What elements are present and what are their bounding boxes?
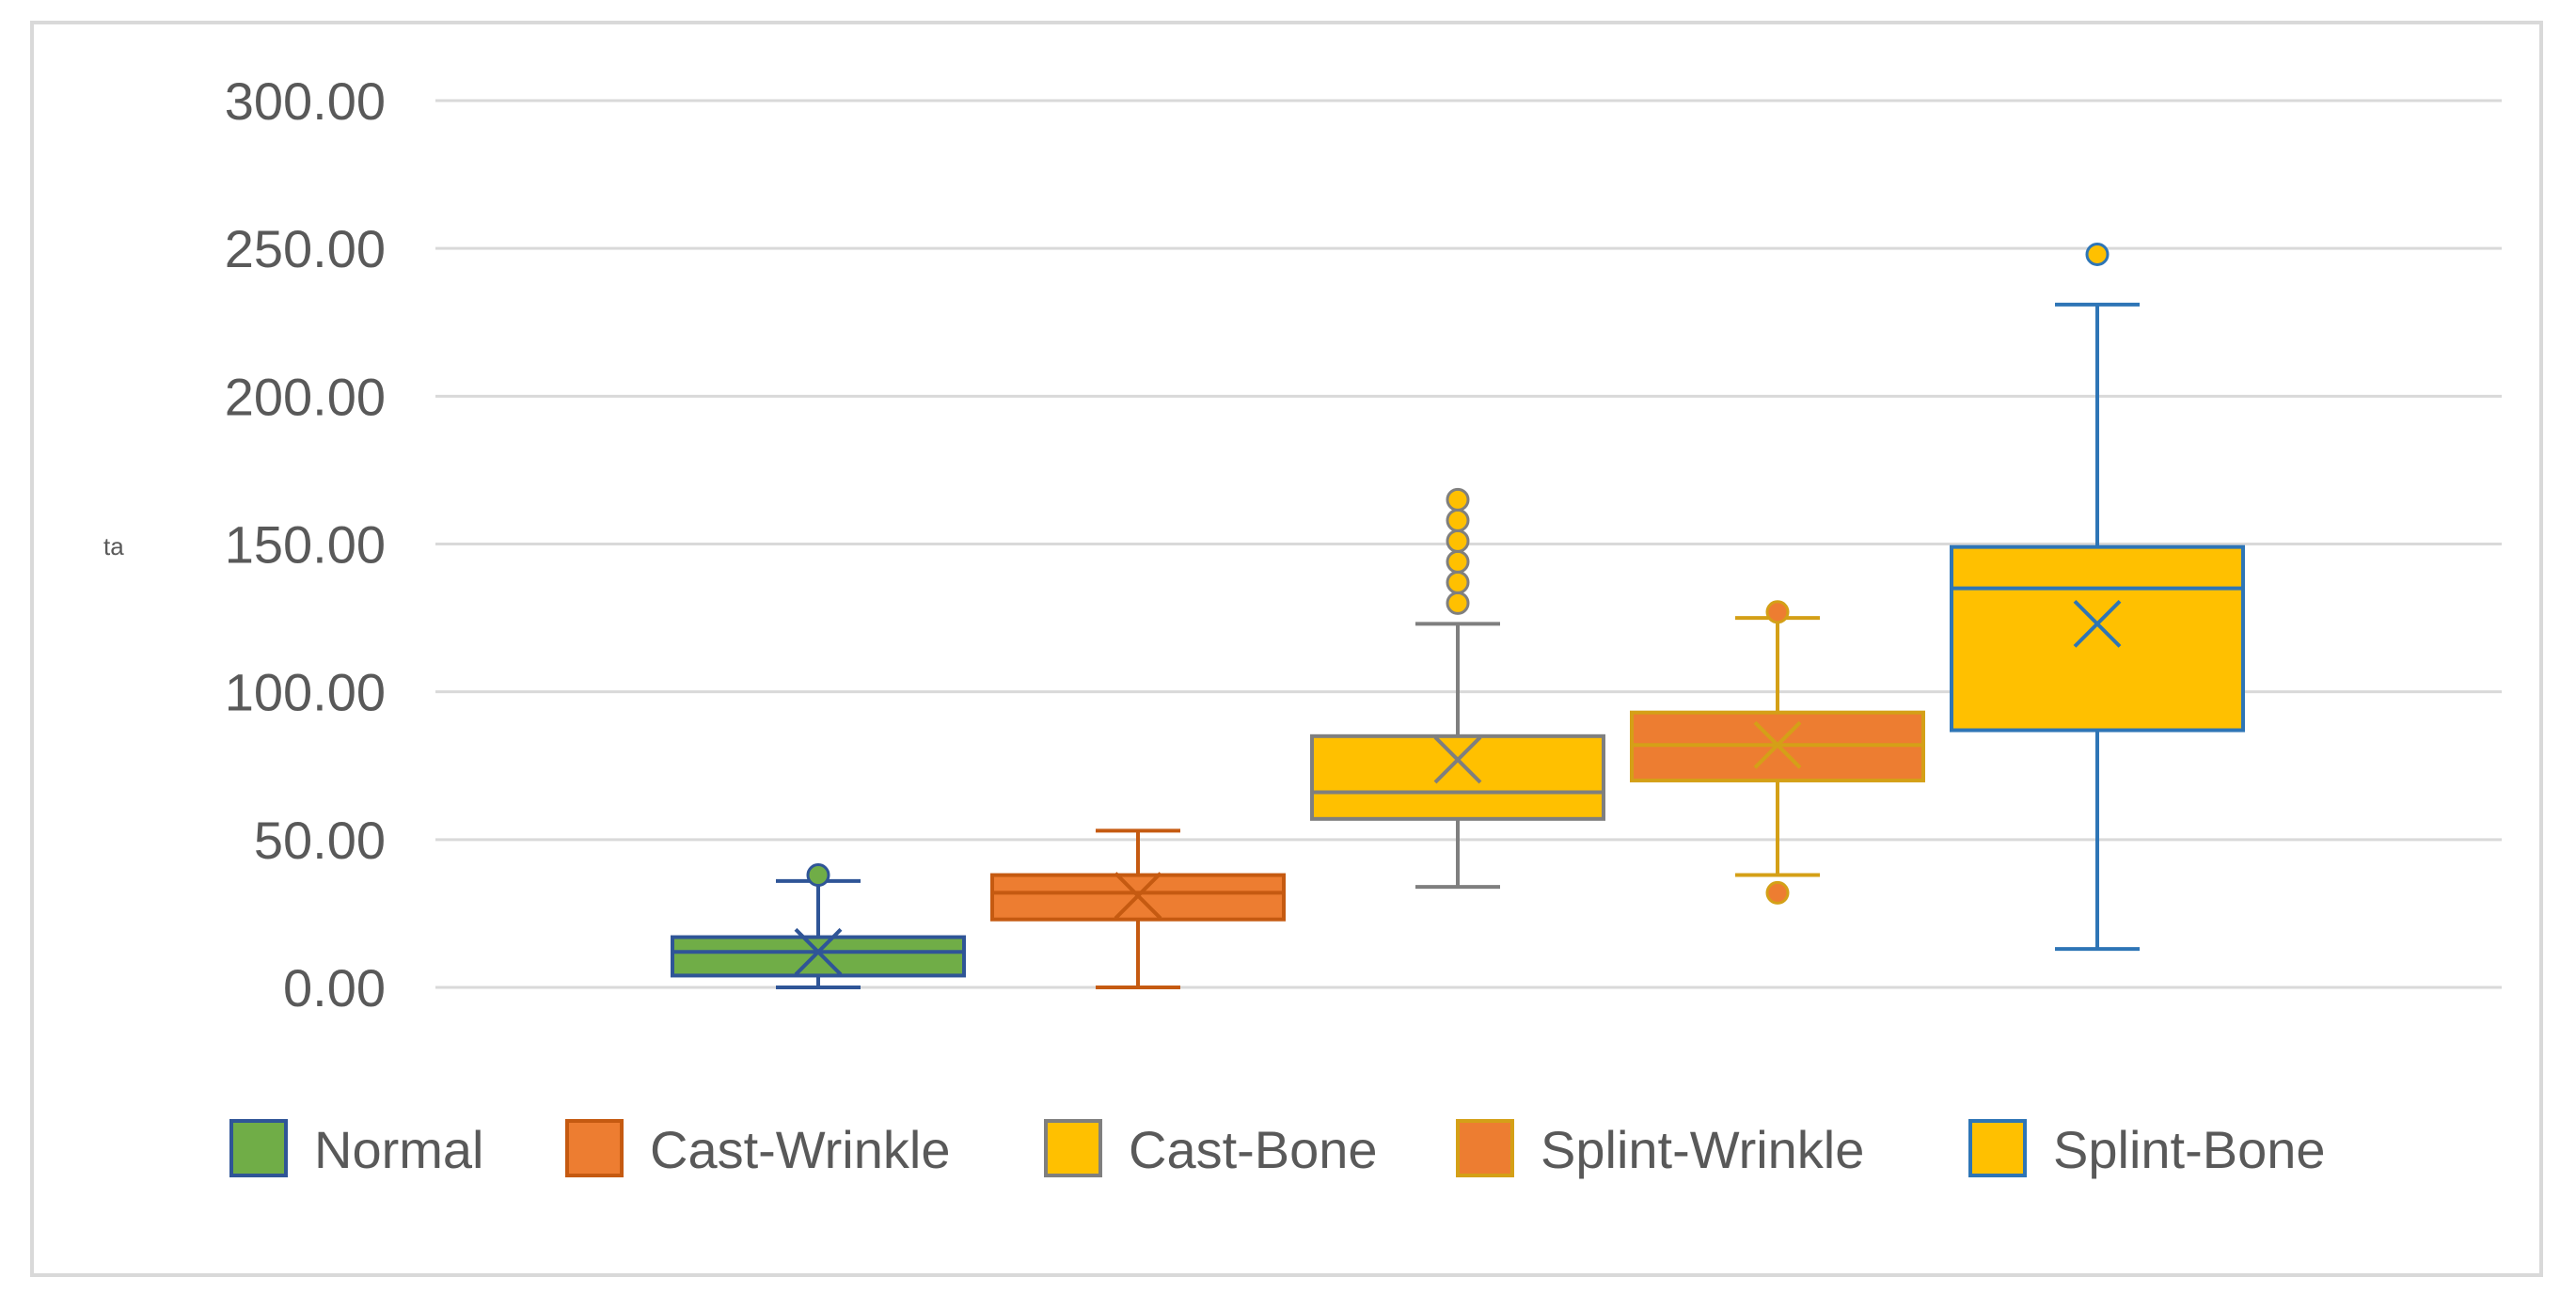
box-iqr xyxy=(1950,544,2245,733)
legend: Normal Cast-Wrinkle Cast-Bone Splint-Wrinkl… xyxy=(229,1119,2326,1179)
legend-swatch xyxy=(1044,1119,1102,1177)
legend-label: Normal xyxy=(314,1120,483,1179)
outlier-point xyxy=(1446,487,1470,512)
legend-swatch xyxy=(229,1119,288,1177)
y-tick-label: 250.00 xyxy=(225,219,386,278)
legend-label: Splint-Bone xyxy=(2053,1120,2326,1179)
y-tick-label: 0.00 xyxy=(283,958,386,1017)
box-cast-bone xyxy=(1310,487,1605,890)
outlier-point xyxy=(1446,528,1470,553)
y-axis-label: ta xyxy=(103,532,124,560)
y-tick-label: 100.00 xyxy=(225,663,386,722)
outlier-point xyxy=(1446,508,1470,532)
y-tick-label: 300.00 xyxy=(225,71,386,131)
box-iqr xyxy=(1310,733,1605,821)
legend-item-splint-wrinkle: Splint-Wrinkle xyxy=(1456,1119,1864,1179)
legend-label: Cast-Wrinkle xyxy=(650,1120,950,1179)
outlier-point xyxy=(1765,600,1790,624)
outlier-point xyxy=(1765,880,1790,905)
y-tick-label: 200.00 xyxy=(225,367,386,426)
y-tick-label: 50.00 xyxy=(254,811,386,870)
mean-marker xyxy=(794,927,843,976)
mean-marker xyxy=(2073,599,2122,648)
box-splint-bone xyxy=(1950,242,2245,952)
y-tick-label: 150.00 xyxy=(225,515,386,575)
legend-label: Splint-Wrinkle xyxy=(1541,1120,1864,1179)
mean-marker xyxy=(1114,872,1162,920)
outlier-point xyxy=(1446,570,1470,594)
legend-swatch xyxy=(1456,1119,1514,1177)
legend-label: Cast-Bone xyxy=(1129,1120,1378,1179)
outlier-point xyxy=(1446,549,1470,574)
box-cast-wrinkle xyxy=(990,828,1286,989)
box-normal xyxy=(671,863,966,989)
legend-item-normal: Normal xyxy=(229,1119,483,1179)
y-axis-ticks: 0.00 50.00 100.00 150.00 200.00 250.00 300.00 xyxy=(225,71,386,1017)
outlier-point xyxy=(806,863,830,888)
mean-marker xyxy=(1753,720,1802,769)
outlier-point xyxy=(2085,242,2110,266)
legend-item-cast-wrinkle: Cast-Wrinkle xyxy=(565,1119,950,1179)
legend-swatch xyxy=(1968,1119,2027,1177)
boxes xyxy=(671,242,2245,989)
legend-swatch xyxy=(565,1119,624,1177)
box-iqr xyxy=(671,935,966,978)
legend-item-cast-bone: Cast-Bone xyxy=(1044,1119,1378,1179)
legend-item-splint-bone: Splint-Bone xyxy=(1968,1119,2326,1179)
box-splint-wrinkle xyxy=(1630,600,1925,905)
mean-marker xyxy=(1433,735,1482,784)
outlier-point xyxy=(1446,591,1470,615)
